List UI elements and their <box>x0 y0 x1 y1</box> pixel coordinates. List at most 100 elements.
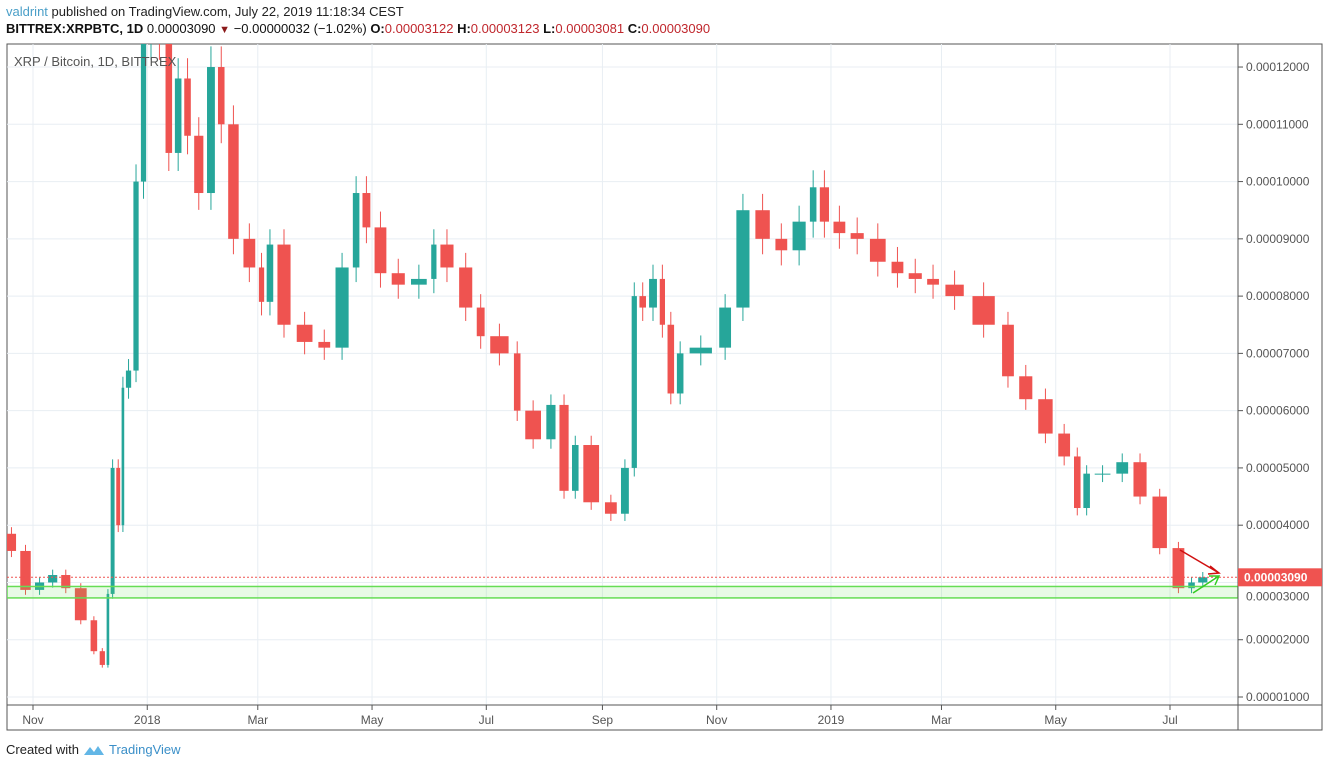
candle <box>809 187 817 222</box>
candle <box>1038 399 1053 434</box>
candle <box>559 404 569 491</box>
low-value: 0.00003081 <box>555 21 625 36</box>
open-label: O: <box>370 21 385 36</box>
candle <box>1019 376 1033 400</box>
candle <box>476 307 485 337</box>
candle <box>125 370 132 388</box>
y-tick-label: 0.00008000 <box>1246 289 1310 303</box>
x-tick-label: Jul <box>1162 713 1177 727</box>
x-tick-label: Mar <box>247 713 268 727</box>
candle <box>1083 473 1090 509</box>
candle <box>945 284 964 297</box>
candle <box>604 502 617 514</box>
candle <box>667 324 675 394</box>
author-link[interactable]: valdrint <box>6 4 48 19</box>
candle <box>972 296 995 325</box>
candle <box>620 467 629 514</box>
candle <box>459 267 473 308</box>
candle <box>676 353 684 394</box>
candle <box>659 278 665 325</box>
y-tick-label: 0.00003000 <box>1246 589 1310 603</box>
candle <box>335 267 349 348</box>
candle <box>106 593 110 665</box>
candle <box>121 387 125 526</box>
y-tick-label: 0.00005000 <box>1246 461 1310 475</box>
high-label: H: <box>457 21 471 36</box>
candle <box>228 124 239 239</box>
last-price: 0.00003090 <box>146 21 216 36</box>
candle <box>411 278 427 285</box>
x-tick-label: Nov <box>706 713 727 727</box>
last-price-label: 0.00003090 <box>1244 570 1308 584</box>
candle <box>1002 324 1014 377</box>
y-tick-label: 0.00010000 <box>1246 175 1310 189</box>
x-tick-label: 2019 <box>818 713 845 727</box>
candle <box>649 278 657 308</box>
candle <box>583 445 600 503</box>
candle <box>296 324 313 342</box>
candle <box>1094 473 1111 475</box>
grid <box>7 44 1238 705</box>
red-arrow-icon[interactable] <box>1179 549 1220 574</box>
time-axis[interactable]: Nov 2018 Mar May Jul Sep Nov 2019 Mar May Jul <box>22 705 1178 727</box>
candle <box>431 244 437 279</box>
candle <box>74 588 87 621</box>
published-text: published on TradingView.com, July 22, 2… <box>51 4 404 19</box>
triangle-down-icon: ▼ <box>219 24 231 36</box>
red-arrowhead <box>1207 565 1221 575</box>
price-axis[interactable]: 0.00012000 0.00011000 0.00010000 0.00009000… <box>1238 60 1310 704</box>
candle <box>755 210 770 239</box>
low-label: L: <box>543 21 556 36</box>
y-tick-label: 0.00009000 <box>1246 232 1310 246</box>
candle <box>207 67 215 194</box>
x-tick-label: May <box>1044 713 1067 727</box>
candle <box>61 575 71 589</box>
green-arrow-icon[interactable] <box>1192 575 1220 594</box>
candle <box>1116 462 1129 474</box>
x-tick-label: Sep <box>592 713 614 727</box>
candle <box>258 267 265 302</box>
symbol: BITTREX:XRPBTC, 1D <box>6 21 144 36</box>
candle <box>546 404 556 440</box>
candle <box>156 0 163 38</box>
candle <box>1198 577 1208 583</box>
y-tick-label: 0.00012000 <box>1246 60 1310 74</box>
green-arrowhead <box>1209 575 1221 586</box>
candle <box>639 296 646 308</box>
candle <box>318 341 331 348</box>
candle <box>792 221 806 251</box>
support-zone[interactable] <box>7 585 1238 599</box>
candle <box>140 44 147 182</box>
chart-frame <box>6 43 1323 731</box>
candle <box>891 261 904 274</box>
candle <box>908 273 922 279</box>
candle <box>174 78 182 153</box>
tradingview-link[interactable]: TradingView <box>108 742 181 757</box>
y-tick-label: 0.00006000 <box>1246 404 1310 418</box>
candle <box>833 221 846 234</box>
candle <box>571 445 579 491</box>
candle <box>631 296 637 468</box>
open-value: 0.00003122 <box>384 21 454 36</box>
x-tick-label: 2018 <box>134 713 161 727</box>
drawings <box>7 549 1238 599</box>
candle <box>1188 582 1195 589</box>
candle <box>110 467 115 594</box>
x-tick-label: May <box>361 713 384 727</box>
price-chart[interactable]: 0.00012000 0.00011000 0.00010000 0.00009000… <box>0 0 1331 740</box>
candle <box>689 347 712 354</box>
y-tick-label: 0.00011000 <box>1246 117 1309 131</box>
publish-info: valdrint published on TradingView.com, J… <box>6 4 404 19</box>
candle <box>277 244 291 325</box>
candle <box>719 307 732 348</box>
candle <box>490 336 509 354</box>
candle <box>819 187 829 222</box>
chart-title: XRP / Bitcoin, 1D, BITTREX <box>14 54 177 69</box>
footer: Created with TradingView <box>6 742 181 757</box>
close-value-label: C: <box>627 21 642 36</box>
y-tick-label: 0.00002000 <box>1246 633 1310 647</box>
candle <box>184 78 191 136</box>
candle <box>850 233 864 239</box>
last-price-tag: 0.00003090 <box>1238 568 1322 587</box>
candle <box>1133 462 1147 497</box>
